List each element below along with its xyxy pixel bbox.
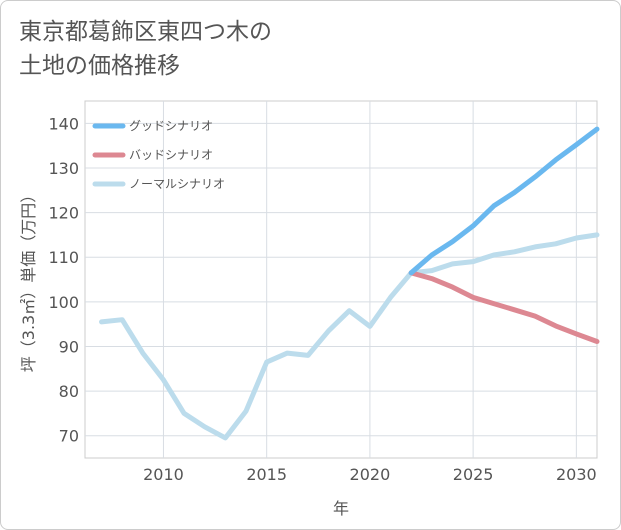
x-tick-label: 2020 [350, 465, 391, 484]
legend-label-good: グッドシナリオ [129, 119, 213, 133]
x-axis-title: 年 [333, 499, 349, 518]
chart-title-line-1: 東京都葛飾区東四つ木の [19, 19, 272, 45]
y-tick-label: 90 [59, 337, 79, 356]
chart-title: 東京都葛飾区東四つ木の 土地の価格推移 [19, 15, 272, 83]
y-tick-label: 70 [59, 427, 79, 446]
series-line-bad [408, 270, 600, 344]
x-tick-label: 2025 [453, 465, 494, 484]
chart-title-line-2: 土地の価格推移 [19, 53, 180, 79]
y-tick-label: 130 [48, 159, 79, 178]
y-tick-label: 120 [48, 204, 79, 223]
legend-label-normal: ノーマルシナリオ [129, 177, 225, 191]
y-tick-label: 140 [48, 114, 79, 133]
y-tick-label: 80 [59, 382, 79, 401]
series-line-good [408, 126, 600, 276]
legend-label-bad: バッドシナリオ [129, 148, 213, 162]
x-tick-label: 2010 [143, 465, 184, 484]
y-tick-label: 100 [48, 293, 79, 312]
y-axis-title: 坪（3.3㎡）単価（万円） [19, 187, 38, 372]
x-tick-label: 2015 [246, 465, 287, 484]
x-tick-label: 2030 [556, 465, 597, 484]
y-tick-label: 110 [48, 248, 79, 267]
plot-frame [84, 100, 598, 459]
series-line-normal [99, 232, 600, 441]
